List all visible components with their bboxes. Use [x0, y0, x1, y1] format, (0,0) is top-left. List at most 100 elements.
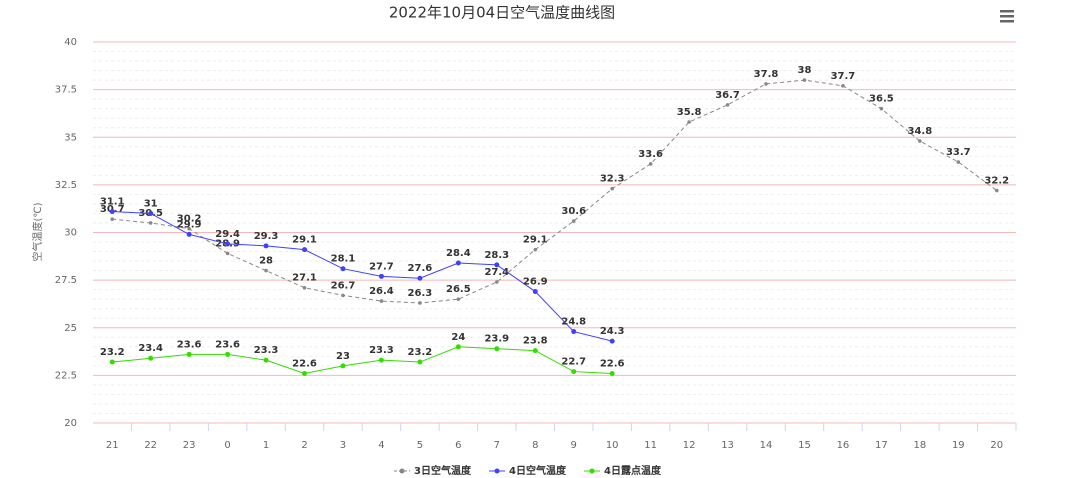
- point: [302, 247, 308, 253]
- data-label: 36.7: [715, 90, 740, 101]
- y-axis-label: 空气温度(℃): [31, 202, 44, 261]
- data-label: 37.7: [831, 71, 856, 82]
- legend-marker: [399, 468, 405, 474]
- data-label: 23.8: [523, 336, 548, 347]
- point: [956, 160, 961, 164]
- data-label: 28: [259, 256, 273, 267]
- y-tick-label: 25: [64, 323, 77, 334]
- series-line: [112, 79, 998, 304]
- data-label: 29.4: [215, 229, 240, 240]
- x-tick-label: 6: [455, 440, 461, 451]
- point: [148, 221, 153, 225]
- data-label: 32.2: [984, 176, 1009, 187]
- x-tick-label: 4: [378, 440, 384, 451]
- point: [609, 338, 615, 344]
- point: [417, 275, 423, 281]
- point: [109, 359, 115, 365]
- data-label: 33.7: [946, 147, 971, 158]
- point: [225, 251, 230, 256]
- series-line: [112, 211, 613, 342]
- data-label: 24: [451, 332, 465, 343]
- point: [341, 293, 345, 298]
- data-label: 22.6: [292, 358, 317, 369]
- point: [495, 280, 499, 284]
- point: [455, 344, 461, 350]
- point: [609, 370, 615, 376]
- data-label: 23.4: [138, 343, 163, 354]
- point: [571, 369, 577, 375]
- x-tick-label: 15: [798, 440, 811, 451]
- data-label: 23.2: [408, 347, 433, 358]
- y-tick-label: 27.5: [55, 275, 77, 286]
- data-label: 29.1: [292, 235, 317, 246]
- x-tick-label: 1: [263, 440, 269, 451]
- point: [302, 370, 308, 376]
- data-label: 26.7: [331, 280, 356, 291]
- legend-marker: [589, 468, 595, 474]
- point: [340, 363, 346, 369]
- data-label: 24.3: [600, 326, 625, 337]
- y-tick-label: 40: [64, 37, 77, 48]
- point: [532, 289, 538, 295]
- data-label: 23.6: [215, 339, 240, 350]
- x-tick-label: 0: [224, 440, 230, 451]
- data-label: 27.7: [369, 261, 394, 272]
- point: [764, 82, 768, 86]
- data-label: 22.6: [600, 358, 625, 369]
- point: [418, 301, 422, 305]
- point: [340, 266, 346, 272]
- point: [533, 247, 538, 252]
- point: [879, 106, 884, 111]
- chart-title: 2022年10月04日空气温度曲线图: [389, 4, 615, 22]
- x-tick-label: 9: [571, 440, 577, 451]
- data-label: 31: [144, 198, 158, 209]
- point: [109, 209, 115, 215]
- point: [378, 357, 384, 363]
- point: [494, 262, 500, 268]
- data-label: 28.1: [331, 254, 356, 265]
- data-label: 28.4: [446, 248, 471, 259]
- data-label: 35.8: [677, 107, 702, 118]
- x-tick-label: 2: [301, 440, 307, 451]
- point: [494, 346, 500, 352]
- data-label: 26.5: [446, 284, 471, 295]
- point: [687, 120, 691, 124]
- x-tick-label: 12: [683, 440, 696, 451]
- x-tick-label: 18: [913, 440, 926, 451]
- y-tick-label: 37.5: [55, 85, 77, 96]
- data-label: 29.9: [177, 219, 202, 230]
- data-label: 23.3: [254, 345, 279, 356]
- point: [264, 268, 268, 273]
- menu-icon[interactable]: [1000, 10, 1014, 23]
- x-tick-label: 23: [183, 440, 196, 451]
- legend-label: 3日空气温度: [414, 464, 472, 477]
- data-label: 30.6: [561, 206, 586, 217]
- point: [918, 139, 922, 143]
- x-tick-label: 21: [106, 440, 119, 451]
- point: [225, 351, 231, 357]
- data-label: 27.4: [484, 267, 509, 278]
- point: [263, 357, 269, 363]
- point: [186, 231, 192, 237]
- x-tick-label: 8: [532, 440, 538, 451]
- series-line: [112, 346, 613, 374]
- point: [225, 241, 231, 247]
- data-label: 31.1: [100, 197, 125, 208]
- point: [110, 217, 115, 221]
- point: [802, 78, 807, 82]
- point: [841, 84, 845, 88]
- legend-marker: [494, 468, 500, 474]
- legend-label: 4日露点温度: [604, 464, 662, 477]
- x-tick-label: 19: [952, 440, 965, 451]
- x-tick-label: 17: [875, 440, 888, 451]
- point: [378, 273, 384, 279]
- point: [379, 299, 384, 303]
- point: [456, 297, 461, 301]
- point: [648, 162, 653, 166]
- point: [994, 188, 999, 193]
- point: [610, 186, 614, 191]
- x-tick-label: 16: [837, 440, 850, 451]
- data-label: 28.3: [484, 250, 509, 261]
- x-tick-label: 20: [990, 440, 1003, 451]
